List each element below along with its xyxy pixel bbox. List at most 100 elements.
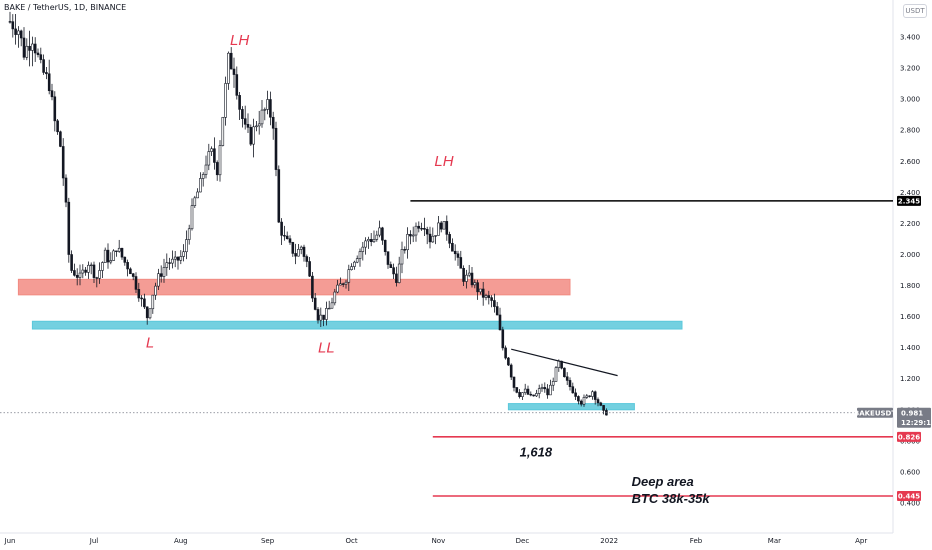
candle-body <box>389 264 393 268</box>
candle-body <box>190 205 194 230</box>
candle-body <box>78 272 82 278</box>
candle-body <box>89 264 93 267</box>
candle-body <box>383 239 387 252</box>
candle-body <box>375 234 379 240</box>
x-tick-label: Apr <box>855 537 867 545</box>
candle-body <box>70 254 73 271</box>
candle-body <box>395 273 398 283</box>
candle-body <box>372 239 376 243</box>
candle-body <box>165 262 169 268</box>
candle-body <box>568 380 572 387</box>
candle-body <box>448 234 451 244</box>
candle-body <box>322 314 325 320</box>
candle-body <box>406 233 409 251</box>
candle-body <box>602 405 605 411</box>
deep-area-1: Deep area <box>632 474 694 489</box>
candle-body <box>546 388 549 396</box>
candle-body <box>101 262 104 271</box>
candle-body <box>92 264 96 278</box>
lh-2: LH <box>434 153 453 170</box>
candle-body <box>302 246 306 257</box>
candle-body <box>543 387 547 390</box>
candle-body <box>129 268 132 275</box>
candle-body <box>523 388 527 393</box>
candle-body <box>327 307 331 310</box>
candle-body <box>246 124 250 128</box>
candle-body <box>171 258 174 264</box>
currency-unit-button[interactable]: USDT <box>903 4 927 18</box>
y-tick-label: 2.000 <box>900 251 920 259</box>
candle-body <box>148 308 152 319</box>
candle-body <box>571 386 575 394</box>
candle-body <box>330 302 334 309</box>
base-zone[interactable] <box>507 403 635 411</box>
candle-body <box>137 289 141 299</box>
candle-body <box>319 314 323 321</box>
candle-body <box>277 169 281 223</box>
candle-body <box>8 21 12 23</box>
candle-body <box>36 52 40 55</box>
candle-body <box>369 239 373 243</box>
candle-body <box>221 117 225 146</box>
candle-body <box>504 347 507 359</box>
candle-body <box>596 399 600 404</box>
candle-body <box>42 59 45 73</box>
y-tick-label: 3.400 <box>900 34 920 42</box>
candle-body <box>154 285 157 296</box>
candle-body <box>168 262 171 264</box>
candle-body <box>529 393 533 396</box>
candle-body <box>507 357 510 366</box>
candle-body <box>213 148 216 163</box>
candle-body <box>45 72 48 75</box>
candle-body <box>207 151 211 166</box>
candle-body <box>204 164 208 175</box>
y-tick-label: 3.200 <box>900 65 920 73</box>
candle-body <box>467 272 471 276</box>
candle-body <box>537 388 541 394</box>
candle-body <box>397 263 401 283</box>
y-tick-label: 2.400 <box>900 189 920 197</box>
candle-body <box>182 251 185 257</box>
candle-body <box>462 267 465 282</box>
candle-body <box>145 306 149 319</box>
candle-body <box>241 109 244 119</box>
resistance-zone[interactable] <box>17 278 571 296</box>
candle-body <box>434 235 437 237</box>
candle-body <box>341 283 345 285</box>
last-price-label: 0.981 <box>901 409 923 417</box>
x-tick-label: Aug <box>174 537 188 545</box>
descending-trendline[interactable] <box>511 348 618 377</box>
candle-body <box>484 295 488 298</box>
x-tick-label: Mar <box>768 537 781 545</box>
candle-body <box>344 281 348 285</box>
candle-body <box>420 227 423 230</box>
candle-body <box>549 384 552 396</box>
candle-body <box>25 45 29 58</box>
candle-body <box>509 364 513 378</box>
deep-area-price-badge <box>897 491 921 502</box>
candle-body <box>453 250 457 255</box>
candle-body <box>288 238 292 243</box>
ll-1: LL <box>318 339 335 356</box>
candle-body <box>123 256 127 263</box>
candle-body <box>425 229 429 235</box>
candle-body <box>358 251 362 259</box>
candle-body <box>355 258 359 263</box>
candle-body <box>81 269 85 274</box>
high-level-price-badge <box>897 195 921 206</box>
candle-body <box>470 272 474 286</box>
candle-body <box>333 291 337 304</box>
candle-body <box>95 277 99 279</box>
candle-body <box>336 284 339 293</box>
candle-body <box>554 367 558 382</box>
candle-body <box>316 309 320 321</box>
y-tick-label: 1.600 <box>900 313 920 321</box>
candle-body <box>56 120 59 133</box>
candle-body <box>143 298 146 308</box>
support-zone[interactable] <box>31 320 683 330</box>
deep-area-2: BTC 38k-35k <box>632 491 711 506</box>
candle-body <box>229 52 233 70</box>
candle-body <box>84 269 87 273</box>
candle-body <box>224 83 227 118</box>
